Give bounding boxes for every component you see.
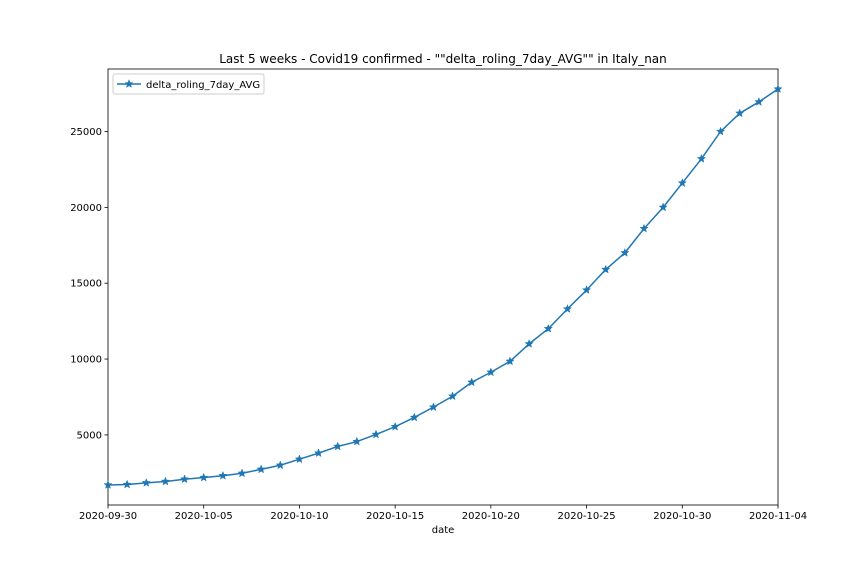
data-point-star — [218, 470, 228, 480]
data-point-star — [486, 367, 496, 377]
legend: delta_roling_7day_AVG — [112, 73, 265, 95]
data-point-star — [103, 480, 113, 489]
data-point-star — [409, 412, 419, 422]
data-point-star — [122, 479, 132, 489]
y-tick-label: 5000 — [77, 430, 102, 441]
x-tick-label: 2020-11-04 — [749, 511, 807, 522]
x-tick-label: 2020-10-30 — [653, 511, 711, 522]
data-point-star — [313, 448, 324, 458]
chart-title: Last 5 weeks - Covid19 confirmed - ""del… — [219, 52, 667, 66]
data-point-star — [562, 304, 573, 313]
data-point-star — [543, 323, 553, 333]
data-point-star — [601, 264, 611, 274]
y-tick-label: 15000 — [70, 279, 102, 290]
data-point-star — [715, 126, 726, 136]
plot-area: 2020-09-30 2020-10-05 2020-10-10 2020-10-15… — [70, 68, 807, 522]
data-point-star — [620, 247, 630, 257]
data-point-star — [371, 429, 381, 439]
data-point-star — [581, 285, 592, 294]
data-point-star — [754, 97, 764, 106]
legend-box — [112, 73, 265, 95]
data-point-star — [199, 472, 209, 482]
data-point-star — [333, 441, 343, 451]
data-point-star — [352, 436, 362, 446]
x-tick-label: 2020-10-15 — [366, 511, 424, 522]
data-point-star — [428, 402, 439, 412]
x-tick-label: 2020-10-20 — [462, 511, 520, 522]
axes-frame — [107, 68, 779, 506]
data-point-star — [658, 202, 668, 212]
data-point-star — [524, 338, 534, 348]
y-tick-label: 25000 — [70, 127, 102, 138]
data-point-star — [677, 178, 687, 188]
x-tick-label: 2020-10-25 — [558, 511, 616, 522]
data-point-star — [160, 476, 171, 486]
y-tick-label: 20000 — [70, 203, 102, 214]
data-point-star — [256, 464, 266, 474]
data-point-star — [294, 454, 305, 464]
x-tick-label: 2020-10-10 — [270, 511, 328, 522]
data-point-star — [141, 477, 151, 487]
data-point-star — [275, 460, 285, 470]
data-point-star — [447, 391, 458, 401]
series-line — [107, 88, 779, 486]
y-tick-label: 10000 — [70, 355, 102, 366]
data-point-star — [773, 84, 783, 93]
data-point-star — [390, 421, 400, 431]
data-point-star — [237, 468, 247, 478]
x-tick-label: 2020-10-05 — [175, 511, 233, 522]
data-point-star — [505, 356, 515, 366]
data-point-star — [639, 223, 649, 233]
data-point-star — [179, 474, 190, 484]
data-point-star — [467, 377, 477, 387]
legend-marker-star — [124, 79, 134, 88]
data-point-star — [735, 108, 745, 118]
x-axis-label: date — [432, 525, 455, 536]
legend-label: delta_roling_7day_AVG — [146, 80, 260, 91]
data-point-star — [696, 153, 707, 163]
x-tick-label: 2020-09-30 — [79, 511, 137, 522]
